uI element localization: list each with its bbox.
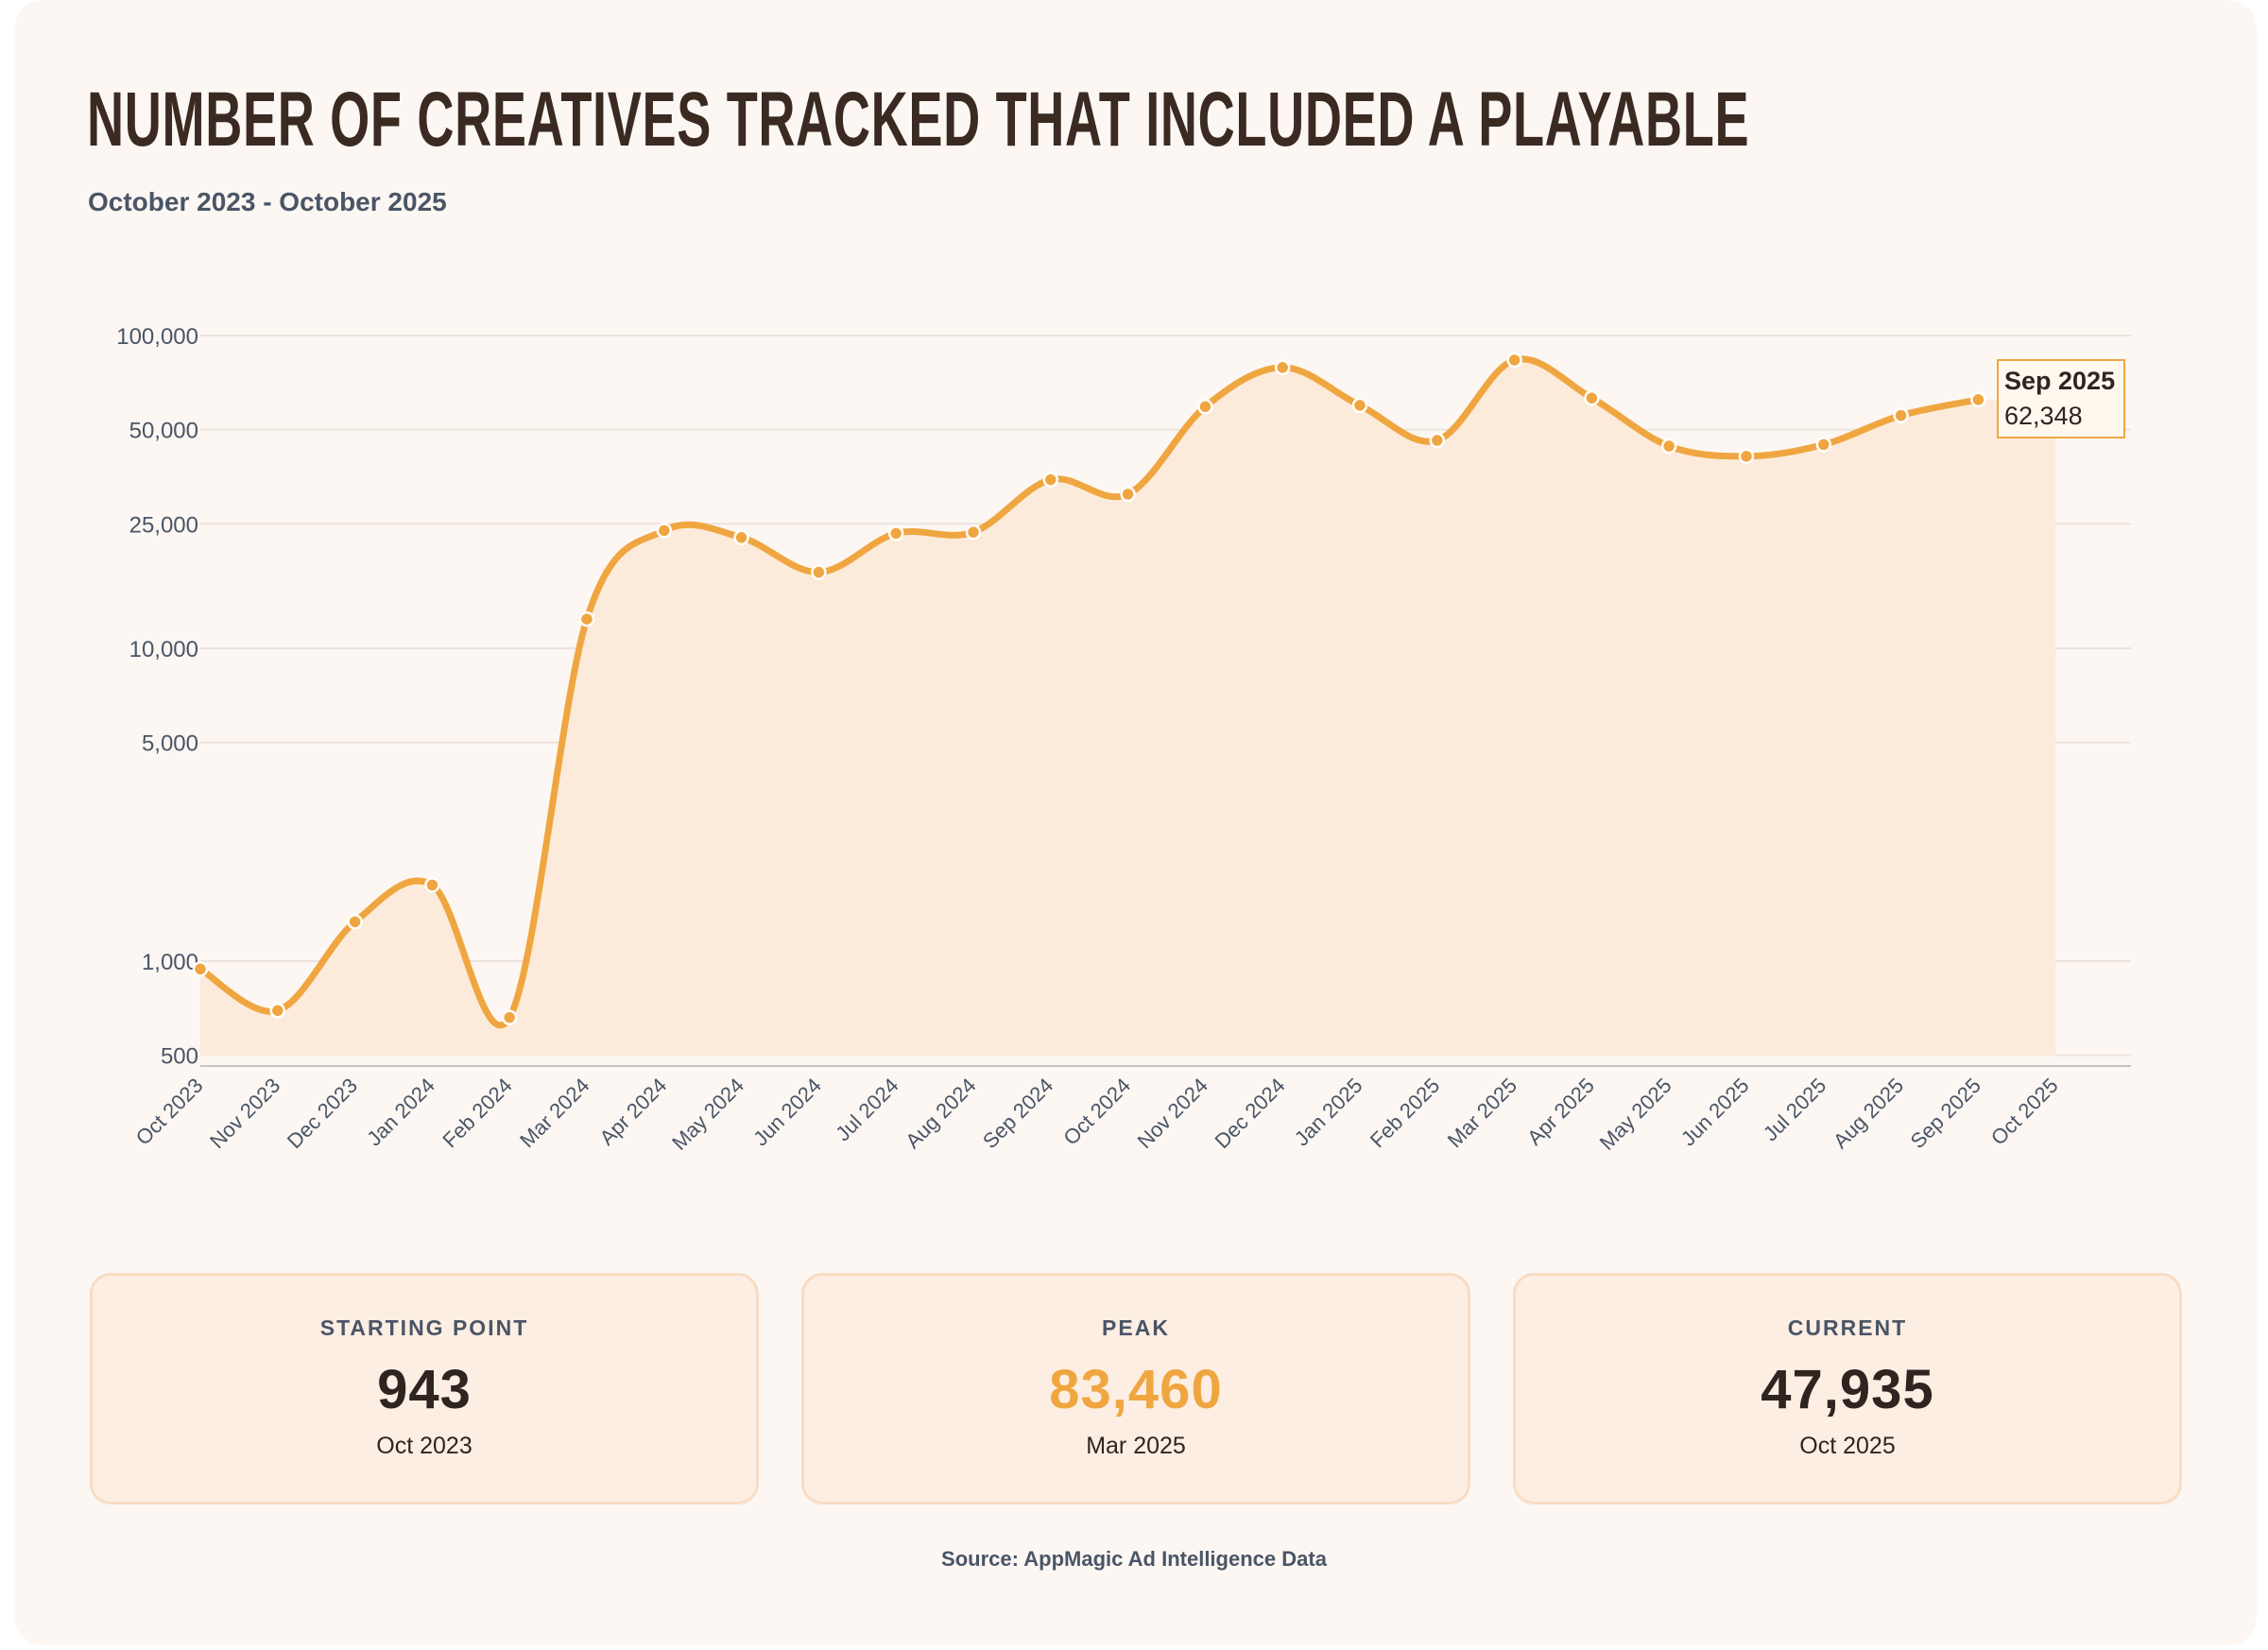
x-tick-label: Sep 2024 [978,1074,1057,1153]
data-point[interactable] [1738,448,1755,465]
data-point[interactable] [1660,438,1677,455]
x-tick-label: Oct 2024 [1058,1074,1135,1150]
x-tick-label: Apr 2024 [595,1074,672,1150]
x-tick-label: Feb 2024 [438,1074,516,1152]
x-tick-label: Jun 2025 [1676,1074,1754,1151]
y-tick-label: 5,000 [142,731,198,757]
data-point[interactable] [1120,486,1136,503]
data-point[interactable] [1351,397,1368,414]
x-tick-label: Aug 2025 [1829,1074,1908,1153]
data-point[interactable] [656,523,673,539]
stat-value: 943 [377,1359,472,1420]
data-point[interactable] [887,525,904,541]
x-tick-label: Aug 2024 [901,1074,980,1153]
data-point[interactable] [1815,437,1832,453]
data-point[interactable] [1197,399,1213,415]
date-range-subtitle: October 2023 - October 2025 [88,187,447,216]
area-fill [200,358,2056,1057]
x-tick-label: Oct 2025 [1986,1074,2063,1150]
page-title: NUMBER OF CREATIVES TRACKED THAT INCLUDE… [87,77,1750,163]
stat-value: 83,460 [1049,1359,1223,1420]
data-point[interactable] [1584,389,1600,406]
y-tick-label: 10,000 [129,637,198,662]
x-tick-label: Feb 2025 [1366,1074,1444,1152]
data-point[interactable] [811,564,827,580]
data-point[interactable] [1970,391,1986,408]
data-point[interactable] [965,524,982,541]
stat-card-starting-point: STARTING POINT 943 Oct 2023 [90,1273,759,1504]
source-note: Source: AppMagic Ad Intelligence Data [941,1547,1327,1571]
data-point[interactable] [269,1003,286,1019]
y-tick-label: 1,000 [142,950,198,975]
tooltip: Sep 2025 62,348 [1997,359,2125,438]
x-tick-label: Jun 2024 [748,1074,826,1151]
data-point[interactable] [1042,472,1059,488]
stat-date: Mar 2025 [1086,1433,1186,1459]
stat-label: PEAK [1102,1315,1170,1340]
data-point[interactable] [424,877,440,893]
x-tick-label: Jan 2025 [1290,1074,1367,1151]
data-point[interactable] [1893,407,1909,423]
x-tick-label: May 2024 [667,1074,748,1155]
x-tick-label: Oct 2023 [131,1074,208,1150]
x-tick-label: Dec 2024 [1210,1074,1289,1153]
data-point[interactable] [192,961,209,977]
data-point[interactable] [733,529,749,546]
data-point[interactable] [1429,432,1446,449]
x-tick-label: Sep 2025 [1906,1074,1985,1153]
stat-date: Oct 2023 [376,1433,472,1459]
x-tick-label: Apr 2025 [1522,1074,1599,1150]
data-point[interactable] [347,914,363,930]
y-tick-label: 50,000 [129,419,198,444]
x-tick-label: Jan 2024 [362,1074,439,1151]
data-point[interactable] [1274,359,1291,376]
x-tick-label: Mar 2025 [1443,1074,1521,1152]
y-tick-label: 25,000 [129,512,198,538]
y-tick-label: 100,000 [116,324,198,350]
stat-card-peak: PEAK 83,460 Mar 2025 [801,1273,1470,1504]
stat-value: 47,935 [1761,1359,1934,1420]
stat-date: Oct 2025 [1799,1433,1896,1459]
y-tick-label: 500 [161,1044,198,1070]
x-tick-label: Mar 2024 [515,1074,593,1152]
stat-label: STARTING POINT [319,1315,529,1340]
x-tick-label: Jul 2024 [831,1074,903,1146]
x-tick-label: Jul 2025 [1759,1074,1831,1146]
data-point[interactable] [578,610,595,627]
x-tick-label: Nov 2023 [205,1074,284,1153]
x-tick-label: May 2025 [1595,1074,1676,1155]
x-tick-label: Dec 2023 [283,1074,362,1153]
series-line [197,355,1982,1029]
x-tick-label: Nov 2024 [1133,1074,1212,1153]
data-point[interactable] [501,1009,518,1025]
tooltip-month: Sep 2025 [2004,367,2116,395]
data-point[interactable] [1506,352,1522,369]
tooltip-value: 62,348 [2004,402,2083,430]
stat-card-current: CURRENT 47,935 Oct 2025 [1513,1273,2182,1504]
stat-label: CURRENT [1787,1315,1908,1340]
